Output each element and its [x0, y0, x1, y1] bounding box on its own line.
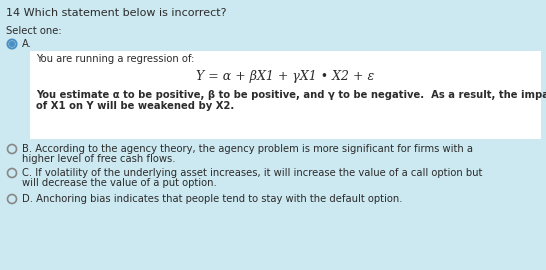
Text: D. Anchoring bias indicates that people tend to stay with the default option.: D. Anchoring bias indicates that people …	[22, 194, 402, 204]
Circle shape	[8, 39, 16, 49]
Text: will decrease the value of a put option.: will decrease the value of a put option.	[22, 178, 217, 188]
Text: Select one:: Select one:	[6, 26, 62, 36]
Text: You estimate α to be positive, β to be positive, and γ to be negative.  As a res: You estimate α to be positive, β to be p…	[36, 90, 546, 100]
Circle shape	[8, 168, 16, 177]
Circle shape	[8, 144, 16, 154]
Circle shape	[8, 194, 16, 204]
Text: C. If volatility of the underlying asset increases, it will increase the value o: C. If volatility of the underlying asset…	[22, 168, 482, 178]
Text: Y = α + βX1 + γX1 • X2 + ε: Y = α + βX1 + γX1 • X2 + ε	[197, 70, 375, 83]
Text: higher level of free cash flows.: higher level of free cash flows.	[22, 154, 175, 164]
Circle shape	[9, 42, 15, 46]
Text: of X1 on Y will be weakened by X2.: of X1 on Y will be weakened by X2.	[36, 101, 234, 111]
Text: 14 Which statement below is incorrect?: 14 Which statement below is incorrect?	[6, 8, 227, 18]
Text: B. According to the agency theory, the agency problem is more significant for fi: B. According to the agency theory, the a…	[22, 144, 473, 154]
Text: A.: A.	[22, 39, 32, 49]
Text: You are running a regression of:: You are running a regression of:	[36, 54, 194, 64]
FancyBboxPatch shape	[30, 51, 541, 139]
